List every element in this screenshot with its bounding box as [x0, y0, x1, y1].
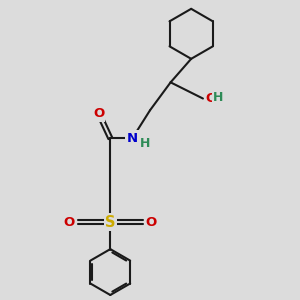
Text: N: N: [127, 132, 138, 145]
Text: O: O: [205, 92, 217, 105]
Text: H: H: [140, 137, 150, 150]
Text: H: H: [213, 91, 224, 103]
Text: O: O: [93, 107, 104, 120]
Text: S: S: [105, 214, 116, 230]
Text: O: O: [146, 216, 157, 229]
Text: O: O: [64, 216, 75, 229]
